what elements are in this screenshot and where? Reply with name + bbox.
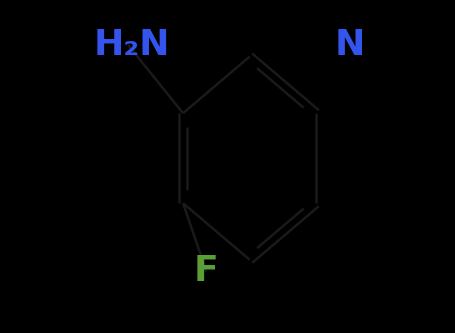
Text: F: F [193,254,218,288]
Text: H₂N: H₂N [93,28,169,62]
Text: N: N [334,28,364,62]
